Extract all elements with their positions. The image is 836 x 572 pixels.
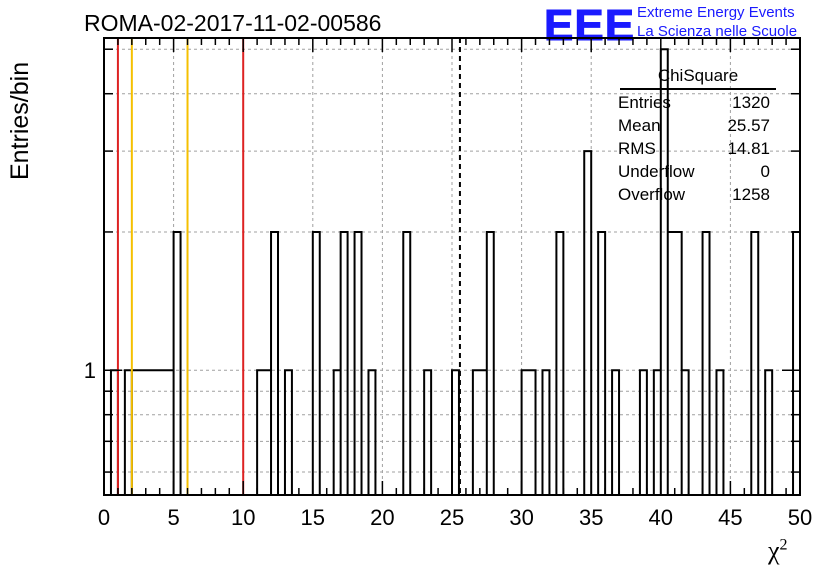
logo-caption: Extreme Energy Events La Scienza nelle S…	[637, 3, 797, 41]
y-tick-label: 1	[84, 358, 96, 383]
stats-row: RMS 14.81	[612, 137, 778, 160]
stats-value: 1258	[732, 185, 770, 204]
axis-ticks	[103, 38, 801, 495]
x-tick-label: 40	[649, 505, 673, 530]
logo-line1: Extreme Energy Events	[637, 4, 795, 21]
stats-label: Overflow	[618, 185, 686, 204]
stats-row: Overflow 1258	[612, 183, 778, 206]
run-title: ROMA-02-2017-11-02-00586	[84, 10, 382, 36]
histogram-line	[104, 48, 801, 496]
stats-title: ChiSquare	[620, 66, 776, 90]
histogram-series	[104, 48, 801, 496]
x-axis-label: χ2	[768, 536, 788, 566]
x-tick-label: 45	[718, 505, 742, 530]
stats-box: ChiSquare Entries 1320 Mean 25.57 RMS 14.81 Un…	[612, 66, 778, 206]
stats-label: Mean	[618, 116, 661, 135]
x-tick-label: 0	[98, 505, 110, 530]
stats-row: Entries 1320	[612, 91, 778, 114]
x-tick-label: 25	[440, 505, 464, 530]
stats-value: 1320	[732, 93, 770, 112]
x-tick-labels: 0 5 10 15 20 25 30 35 40 45 50	[98, 505, 812, 530]
stats-row: Underflow 0	[612, 160, 778, 183]
stats-label: Underflow	[618, 162, 695, 181]
stats-value: 25.57	[727, 116, 770, 135]
x-tick-label: 50	[788, 505, 812, 530]
x-axis-label-symbol: χ	[768, 536, 780, 565]
x-tick-label: 20	[370, 505, 394, 530]
stats-row: Mean 25.57	[612, 114, 778, 137]
y-tick-labels: 1	[84, 358, 96, 383]
stats-label: RMS	[618, 139, 656, 158]
marker-lines	[116, 38, 461, 495]
x-tick-label: 10	[231, 505, 255, 530]
x-tick-label: 15	[301, 505, 325, 530]
stats-value: 0	[760, 162, 770, 181]
x-tick-label: 5	[167, 505, 179, 530]
stats-label: Entries	[618, 93, 671, 112]
stats-value: 14.81	[727, 139, 770, 158]
x-tick-label: 30	[509, 505, 533, 530]
logo-line2: La Scienza nelle Scuole	[637, 23, 798, 40]
x-tick-label: 35	[579, 505, 603, 530]
x-axis-label-exponent: 2	[779, 536, 788, 554]
